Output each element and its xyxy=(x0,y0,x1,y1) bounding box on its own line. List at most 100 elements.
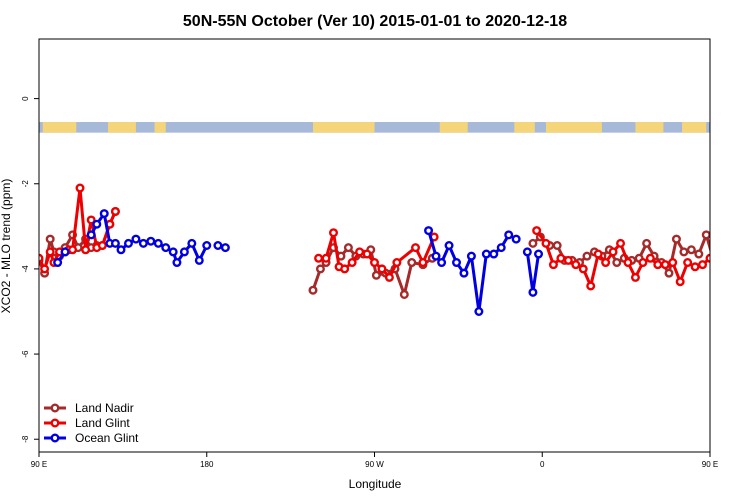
ocean-glint-point xyxy=(172,258,182,268)
land-glint-point xyxy=(340,264,350,274)
ocean-glint-point xyxy=(116,245,126,255)
land-glint-point xyxy=(411,243,421,253)
ocean-glint-point xyxy=(110,238,120,248)
land-glint-point xyxy=(418,258,428,268)
land-span xyxy=(439,122,468,133)
land-nadir-point xyxy=(308,285,318,295)
legend-item-ocean-glint: Ocean Glint xyxy=(44,431,139,445)
land-glint-point xyxy=(392,258,402,268)
land-span xyxy=(154,122,166,133)
land-glint-point xyxy=(97,240,107,250)
land-nadir-point xyxy=(744,232,750,239)
land-glint-point xyxy=(556,253,566,263)
ocean-glint-point xyxy=(60,247,70,257)
land-nadir-point xyxy=(664,268,674,278)
x-tick-label: 180 xyxy=(200,460,214,469)
ocean-glint-point xyxy=(424,226,434,236)
y-tick-label: -8 xyxy=(21,435,30,443)
land-glint-point xyxy=(548,260,558,270)
land-nadir-point xyxy=(733,253,740,260)
land-nadir-point xyxy=(582,251,592,261)
land-nadir-point xyxy=(315,264,325,274)
legend-label: Land Nadir xyxy=(75,401,134,415)
ocean-glint-point xyxy=(474,306,484,316)
land-glint-point xyxy=(638,258,648,268)
land-nadir-point xyxy=(612,258,622,268)
land-glint-point xyxy=(532,226,542,236)
land-glint-point xyxy=(630,272,640,282)
ocean-glint-point xyxy=(733,249,740,256)
land-glint-point xyxy=(384,272,394,282)
land-glint-point xyxy=(355,247,365,257)
land-glint-point xyxy=(718,249,725,256)
x-axis-title: Longitude xyxy=(349,477,402,491)
ocean-glint-point xyxy=(99,209,109,219)
land-nadir-point xyxy=(371,270,381,280)
land-nadir-point xyxy=(686,245,696,255)
ocean-glint-point xyxy=(431,251,441,261)
land-glint-point xyxy=(727,249,734,256)
legend-item-land-nadir: Land Nadir xyxy=(44,401,134,415)
ocean-glint-point xyxy=(86,230,96,240)
land-glint-point xyxy=(328,228,338,238)
series-layer xyxy=(39,183,750,316)
land-nadir-line xyxy=(39,210,710,296)
land-glint-series xyxy=(39,183,747,291)
ocean-glint-series xyxy=(53,209,740,316)
ocean-glint-point xyxy=(528,287,538,297)
y-tick-label: 0 xyxy=(21,96,30,101)
land-nadir-point xyxy=(45,234,55,244)
land-glint-point xyxy=(683,258,693,268)
land-glint-point xyxy=(740,246,747,253)
land-nadir-point xyxy=(679,247,689,257)
ocean-glint-point xyxy=(444,240,454,250)
legend-label: Land Glint xyxy=(75,416,130,430)
land-nadir-point xyxy=(709,257,710,263)
land-glint-point xyxy=(45,247,55,257)
land-glint-point xyxy=(40,264,50,274)
y-tick-label: -6 xyxy=(21,350,30,358)
land-glint-point xyxy=(668,258,678,268)
ocean-glint-point xyxy=(452,258,462,268)
land-glint-point xyxy=(370,258,380,268)
x-tick-label: 90 E xyxy=(702,460,718,469)
land-glint-point xyxy=(586,281,596,291)
land-nadir-point xyxy=(671,234,681,244)
land-glint-point xyxy=(705,253,710,263)
land-glint-point xyxy=(608,247,618,257)
land-span xyxy=(42,122,77,133)
land-nadir-point xyxy=(738,244,745,251)
land-glint-point xyxy=(737,246,744,253)
ocean-glint-point xyxy=(202,240,212,250)
ocean-glint-point xyxy=(481,249,491,259)
ocean-glint-point xyxy=(725,259,732,266)
land-glint-point xyxy=(601,258,611,268)
land-glint-point xyxy=(593,249,603,259)
land-glint-point xyxy=(653,260,663,270)
land-span xyxy=(312,122,375,133)
y-tick-label: -2 xyxy=(21,180,30,188)
land-nadir-point xyxy=(528,238,538,248)
land-nadir-point xyxy=(727,249,734,256)
land-glint-point xyxy=(698,260,708,270)
land-nadir-point xyxy=(343,243,353,253)
y-axis-title: XCO2 - MLO trend (ppm) xyxy=(0,179,13,314)
ocean-glint-point xyxy=(213,240,223,250)
ocean-glint-point xyxy=(534,249,544,259)
land-glint-point xyxy=(563,255,573,265)
land-glint-point xyxy=(377,264,387,274)
ocean-glint-point xyxy=(220,243,230,253)
land-glint-point xyxy=(110,206,120,216)
ocean-glint-point xyxy=(168,247,178,257)
chart-title: 50N-55N October (Ver 10) 2015-01-01 to 2… xyxy=(183,13,567,30)
land-glint-point xyxy=(314,253,324,263)
legend-swatch-marker xyxy=(50,433,60,443)
land-glint-point xyxy=(362,249,372,259)
ocean-glint-point xyxy=(53,258,63,268)
x-tick-label: 90 W xyxy=(365,460,384,469)
land-span xyxy=(514,122,535,133)
ocean-glint-point xyxy=(459,268,469,278)
y-axis: 0 -2 -4 -6 -8 xyxy=(21,96,39,443)
ocean-glint-point xyxy=(179,247,189,257)
